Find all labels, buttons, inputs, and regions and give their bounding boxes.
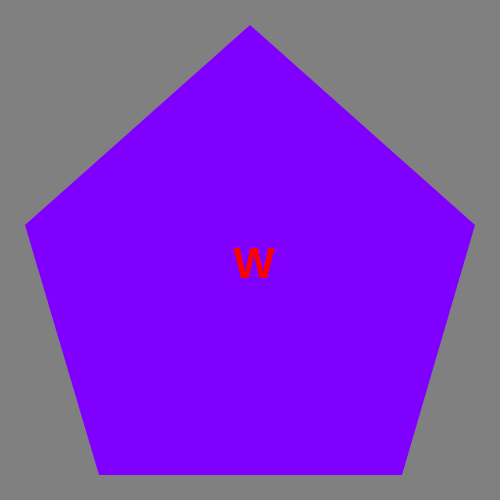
pentagon-shape: [25, 25, 475, 475]
pentagon-letter: W: [233, 239, 275, 288]
